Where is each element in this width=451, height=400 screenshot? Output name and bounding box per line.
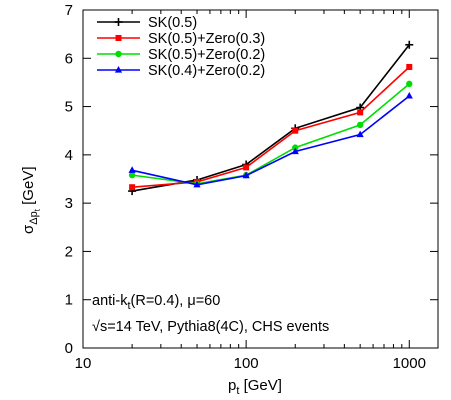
series-line	[131, 95, 410, 186]
y-tick-label: 2	[65, 243, 73, 260]
legend-marker	[115, 50, 122, 58]
data-point	[356, 121, 364, 129]
y-tick-label: 0	[65, 340, 73, 357]
data-point	[129, 184, 136, 191]
data-point	[291, 147, 299, 155]
legend-entry: SK(0.4)+Zero(0.2)	[97, 63, 265, 79]
data-point	[292, 127, 299, 134]
x-tick-label: 1000	[393, 355, 426, 372]
y-tick-label: 3	[65, 195, 73, 212]
data-point	[128, 171, 136, 179]
data-point	[405, 40, 414, 49]
annotation-sample: √s=14 TeV, Pythia8(4C), CHS events	[92, 319, 329, 335]
data-point	[193, 180, 201, 188]
data-point	[242, 171, 250, 179]
legend-entry: SK(0.5)+Zero(0.2)	[97, 47, 265, 63]
legend-entry: SK(0.5)	[97, 15, 197, 31]
x-tick-label: 100	[234, 355, 259, 372]
annotation-algorithm: anti-kt(R=0.4), μ=60	[92, 293, 220, 312]
series-3	[128, 80, 413, 188]
data-point	[356, 130, 364, 138]
series-group	[128, 40, 414, 196]
series-4	[128, 91, 413, 188]
y-tick-label: 6	[65, 50, 73, 67]
data-point	[406, 63, 413, 70]
legend-label: SK(0.5)	[148, 15, 197, 31]
legend-label: SK(0.5)+Zero(0.2)	[148, 47, 265, 63]
x-axis-title: pt [GeV]	[228, 377, 282, 397]
legend-label: SK(0.4)+Zero(0.2)	[148, 63, 265, 79]
series-line	[132, 66, 410, 189]
y-axis-title: σΔpt [GeV]	[20, 167, 42, 235]
ticks	[82, 9, 438, 349]
tick-labels: 0 1 2 3 4 5 6 7 10 100 1000	[65, 2, 426, 372]
y-tick-label: 5	[65, 99, 73, 116]
legend-marker	[114, 66, 123, 73]
data-point	[406, 80, 413, 88]
legend-marker	[115, 35, 122, 41]
legend: SK(0.5)SK(0.5)+Zero(0.3)SK(0.5)+Zero(0.2…	[97, 15, 265, 79]
annotations: anti-kt(R=0.4), μ=60 √s=14 TeV, Pythia8(…	[92, 293, 329, 335]
legend-label: SK(0.5)+Zero(0.3)	[148, 31, 265, 47]
data-point	[243, 164, 250, 171]
y-tick-label: 1	[65, 292, 73, 309]
legend-marker	[114, 18, 123, 26]
data-point	[357, 109, 364, 116]
legend-entry: SK(0.5)+Zero(0.3)	[97, 31, 265, 47]
plot-frame	[82, 9, 439, 349]
x-tick-label: 10	[75, 355, 92, 372]
data-point	[128, 166, 136, 173]
y-tick-label: 7	[65, 2, 73, 19]
y-tick-label: 4	[65, 147, 73, 164]
data-point	[405, 91, 413, 99]
